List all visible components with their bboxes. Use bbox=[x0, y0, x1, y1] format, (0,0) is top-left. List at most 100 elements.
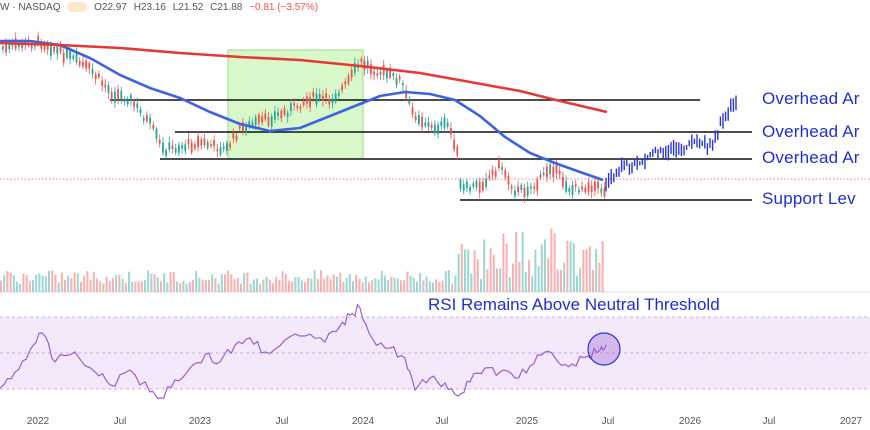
volume-bar bbox=[387, 279, 390, 292]
volume-bar bbox=[406, 271, 409, 292]
price-candle bbox=[107, 85, 110, 94]
price-candle bbox=[299, 106, 302, 109]
price-candle bbox=[440, 121, 443, 127]
volume-bar bbox=[86, 271, 89, 292]
price-candle bbox=[446, 122, 449, 127]
price-candle bbox=[290, 103, 292, 111]
price-candle bbox=[232, 132, 235, 139]
volume-bar bbox=[496, 268, 498, 292]
price-candle bbox=[530, 186, 532, 189]
volume-bar bbox=[499, 268, 502, 292]
price-candle bbox=[53, 46, 55, 52]
volume-bar bbox=[249, 283, 252, 292]
price-candle bbox=[427, 122, 430, 128]
volume-bar bbox=[339, 272, 342, 292]
volume-bar bbox=[112, 278, 114, 292]
volume-bar bbox=[556, 269, 559, 292]
volume-bar bbox=[153, 274, 156, 292]
ohlc-change: −0.81 (−3.57%) bbox=[249, 2, 319, 13]
volume-bar bbox=[214, 277, 217, 292]
volume-bar bbox=[230, 274, 233, 292]
price-candle bbox=[206, 141, 209, 149]
price-candle bbox=[411, 107, 414, 115]
volume-bar bbox=[470, 273, 473, 292]
volume-bar bbox=[553, 233, 556, 292]
price-candle bbox=[120, 90, 123, 100]
volume-bar bbox=[467, 249, 470, 292]
price-candle bbox=[360, 58, 363, 62]
volume-bar bbox=[380, 270, 383, 292]
price-candle bbox=[552, 166, 555, 178]
x-tick-label: Jul bbox=[275, 416, 289, 427]
x-tick-label: Jul bbox=[762, 416, 776, 427]
volume-bar bbox=[195, 270, 198, 292]
volume-bar bbox=[60, 272, 63, 292]
volume-bar bbox=[12, 275, 15, 292]
price-candle bbox=[546, 166, 548, 178]
price-candle bbox=[88, 63, 91, 69]
volume-bar bbox=[588, 246, 591, 292]
price-candle bbox=[165, 150, 167, 156]
ohlc-low: L21.52 bbox=[172, 2, 204, 13]
volume-bar bbox=[345, 278, 348, 292]
price-candle bbox=[315, 93, 318, 105]
price-candle bbox=[354, 63, 356, 73]
x-tick-label: 2025 bbox=[515, 416, 539, 427]
volume-bar bbox=[204, 279, 207, 292]
moving-average-200 bbox=[0, 41, 608, 114]
price-candle bbox=[536, 179, 539, 191]
price-candle bbox=[507, 175, 510, 185]
price-candle bbox=[456, 146, 459, 156]
price-candle bbox=[590, 185, 593, 193]
ohlc-close: C21.88 bbox=[210, 2, 243, 13]
volume-bar bbox=[278, 280, 281, 292]
level-label-overhead-1: Overhead Ar bbox=[762, 89, 860, 108]
x-tick-label: 2023 bbox=[188, 416, 212, 427]
x-tick-label: 2026 bbox=[678, 416, 702, 427]
volume-bar bbox=[35, 274, 38, 292]
price-candle bbox=[40, 42, 43, 49]
price-candle bbox=[331, 98, 334, 104]
volume-bar bbox=[486, 269, 489, 292]
price-candle bbox=[72, 55, 75, 60]
price-candle bbox=[94, 73, 97, 80]
price-candle bbox=[587, 182, 590, 192]
price-candle bbox=[424, 122, 427, 127]
price-candle bbox=[69, 50, 71, 59]
volume-bar bbox=[99, 281, 102, 292]
volume-bar bbox=[531, 276, 534, 292]
volume-bar bbox=[444, 271, 447, 292]
price-candle bbox=[187, 138, 190, 145]
price-candle bbox=[555, 163, 558, 174]
price-candle bbox=[459, 179, 462, 189]
volume-bar bbox=[256, 278, 258, 292]
volume-bar bbox=[64, 279, 66, 292]
price-candle bbox=[171, 145, 174, 150]
price-candle bbox=[162, 142, 164, 153]
volume-bar bbox=[323, 278, 326, 292]
chart-header: W · NASDAQ O22.97 H23.16 L21.52 C21.88 −… bbox=[0, 2, 322, 16]
volume-bar bbox=[432, 282, 434, 292]
price-candle bbox=[91, 68, 94, 74]
price-candle bbox=[347, 75, 350, 84]
volume-bar bbox=[262, 279, 265, 292]
x-tick-label: Jul bbox=[435, 416, 449, 427]
x-tick-label: 2027 bbox=[839, 416, 863, 427]
price-candle bbox=[146, 114, 148, 122]
volume-bar bbox=[464, 249, 466, 292]
volume-bar bbox=[281, 271, 284, 292]
volume-bar bbox=[528, 260, 530, 292]
volume-bar bbox=[182, 280, 185, 292]
ohlc-high: H23.16 bbox=[133, 2, 166, 13]
volume-bar bbox=[422, 280, 425, 292]
price-candle bbox=[549, 164, 551, 175]
price-candle bbox=[520, 184, 523, 191]
price-candle bbox=[504, 169, 507, 178]
price-candle bbox=[222, 146, 225, 150]
volume-bar bbox=[537, 265, 540, 292]
price-candle bbox=[571, 184, 574, 195]
price-candle bbox=[600, 188, 603, 193]
price-candle bbox=[408, 100, 411, 104]
price-candle bbox=[334, 93, 337, 102]
